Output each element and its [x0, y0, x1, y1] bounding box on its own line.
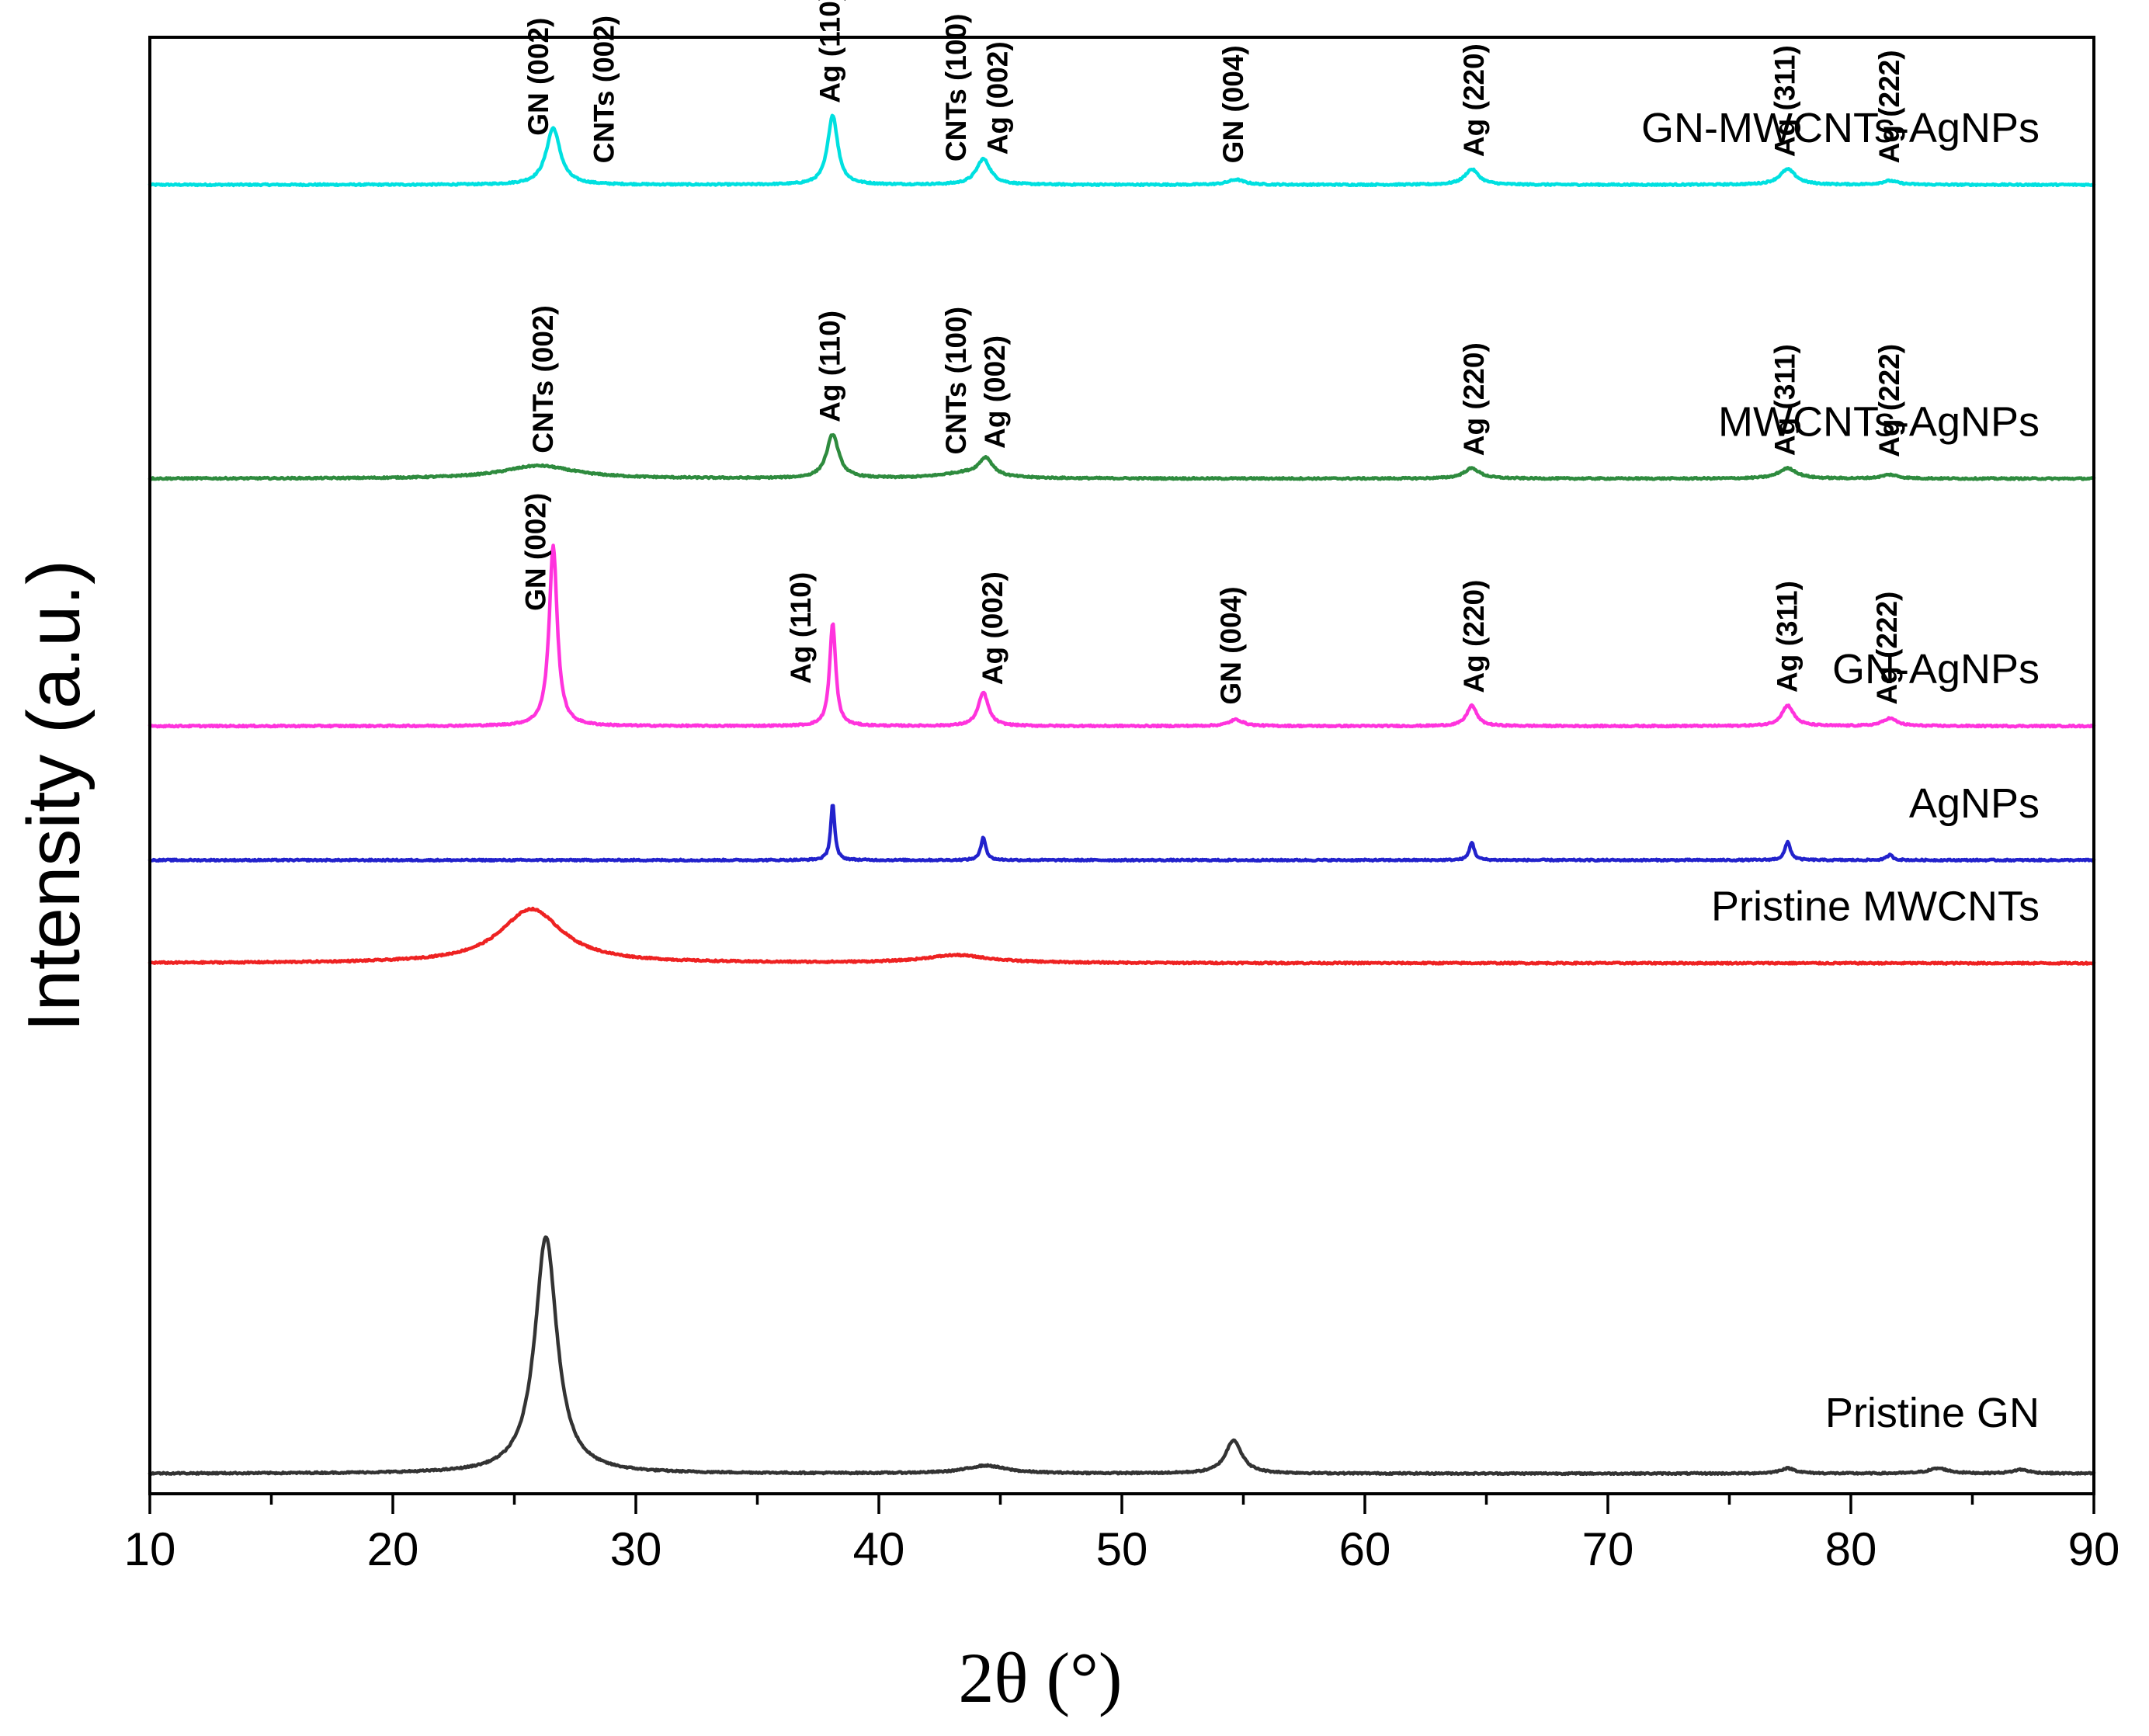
peak-label-mwcnts-agnps-5: Ag (311): [1769, 344, 1801, 456]
trace-pristine-mwcnts: [148, 906, 2096, 966]
series-traces: [148, 113, 2096, 1477]
series-label-agnps: AgNPs: [1909, 780, 2040, 827]
peak-label-gn-agnps-1: Ag (110): [785, 572, 817, 684]
x-tick-label-40: 40: [853, 1523, 905, 1575]
trace-pristine-gn: [148, 1235, 2096, 1477]
peak-label-mwcnts-agnps-2: CNTs (100): [940, 307, 972, 455]
series-label-mwcnts-agnps: MWCNTs-AgNPs: [1718, 399, 2040, 446]
x-tick-label-80: 80: [1825, 1523, 1877, 1575]
peak-label-gn-mwcnts-agnps-0: GN (002): [522, 18, 554, 136]
trace-gn-agnps: [148, 543, 2096, 729]
peak-label-gn-agnps-6: Ag (222): [1871, 592, 1903, 705]
x-axis-ticks: 10 20 30 40 50 60 70 80 90: [124, 1494, 2120, 1575]
series-label-gn-mwcnts-agnps: GN-MWCNTs-AgNPs: [1641, 105, 2040, 151]
peak-label-mwcnts-agnps-3: Ag (002): [979, 335, 1011, 449]
peak-label-mwcnts-agnps-0: CNTs (002): [527, 305, 559, 453]
peak-label-gn-mwcnts-agnps-2: Ag (110): [814, 0, 845, 103]
series-label-pristine-mwcnts: Pristine MWCNTs: [1711, 884, 2040, 930]
peak-label-gn-agnps-5: Ag (311): [1772, 581, 1804, 693]
trace-gn-mwcnts-agnps: [148, 113, 2096, 188]
y-axis-title: Intensity (a.u.): [12, 560, 95, 1032]
peak-label-mwcnts-agnps-6: Ag (222): [1873, 344, 1905, 457]
peak-label-gn-mwcnts-agnps-7: Ag (311): [1769, 45, 1801, 157]
x-axis-title: 2θ (°): [958, 1638, 1122, 1717]
peak-label-gn-mwcnts-agnps-5: GN (004): [1217, 45, 1249, 163]
peak-label-gn-agnps-0: GN (002): [520, 493, 552, 611]
x-tick-label-70: 70: [1582, 1523, 1634, 1575]
trace-mwcnts-agnps: [148, 432, 2096, 481]
x-tick-label-30: 30: [610, 1523, 662, 1575]
peak-label-gn-agnps-3: GN (004): [1215, 586, 1247, 704]
plot-frame: [148, 36, 2095, 1495]
peak-label-gn-agnps-4: Ag (220): [1458, 580, 1490, 693]
peak-label-mwcnts-agnps-1: Ag (110): [814, 311, 845, 422]
series-label-gn-agnps: GN-AgNPs: [1832, 646, 2040, 693]
x-tick-label-90: 90: [2068, 1523, 2120, 1575]
peak-label-gn-mwcnts-agnps-1: CNTs (002): [588, 16, 620, 164]
x-tick-label-60: 60: [1339, 1523, 1391, 1575]
series-label-pristine-gn: Pristine GN: [1825, 1390, 2040, 1436]
peak-label-gn-mwcnts-agnps-4: Ag (002): [981, 41, 1013, 155]
peak-label-gn-agnps-2: Ag (002): [977, 571, 1009, 685]
x-tick-label-10: 10: [124, 1523, 176, 1575]
series-labels: GN-MWCNTs-AgNPs MWCNTs-AgNPs GN-AgNPs AgNPs…: [1641, 105, 2040, 1436]
x-tick-label-50: 50: [1096, 1523, 1148, 1575]
peak-label-gn-mwcnts-agnps-6: Ag (220): [1458, 43, 1490, 157]
x-tick-label-20: 20: [367, 1523, 419, 1575]
peak-label-mwcnts-agnps-4: Ag (220): [1458, 342, 1490, 456]
trace-agnps: [148, 804, 2096, 863]
peak-label-gn-mwcnts-agnps-8: Ag (222): [1873, 50, 1905, 163]
